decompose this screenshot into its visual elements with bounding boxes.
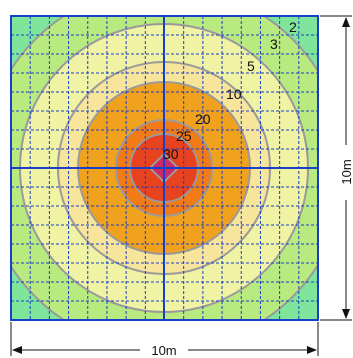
contour-label-3: 3: [270, 36, 278, 52]
height-arrow-top: [342, 17, 350, 27]
contour-label-25: 25: [176, 128, 192, 144]
height-label: 10m: [339, 159, 353, 184]
height-arrow-bottom: [342, 309, 350, 319]
main-grid: [11, 16, 318, 320]
contour-label-2: 2: [289, 19, 297, 35]
contour-label-10: 10: [226, 86, 242, 102]
contour-label-20: 20: [195, 111, 211, 127]
width-arrow-left: [12, 346, 22, 354]
contour-labels: 2 3 5 10 20 25 30: [163, 19, 297, 162]
contour-label-30: 30: [163, 146, 179, 162]
height-dimension: [320, 15, 352, 321]
width-dimension: [10, 322, 319, 356]
width-label: 10m: [151, 343, 176, 358]
contour-label-5: 5: [247, 58, 255, 74]
width-arrow-right: [307, 346, 317, 354]
plot-border: [10, 15, 319, 321]
